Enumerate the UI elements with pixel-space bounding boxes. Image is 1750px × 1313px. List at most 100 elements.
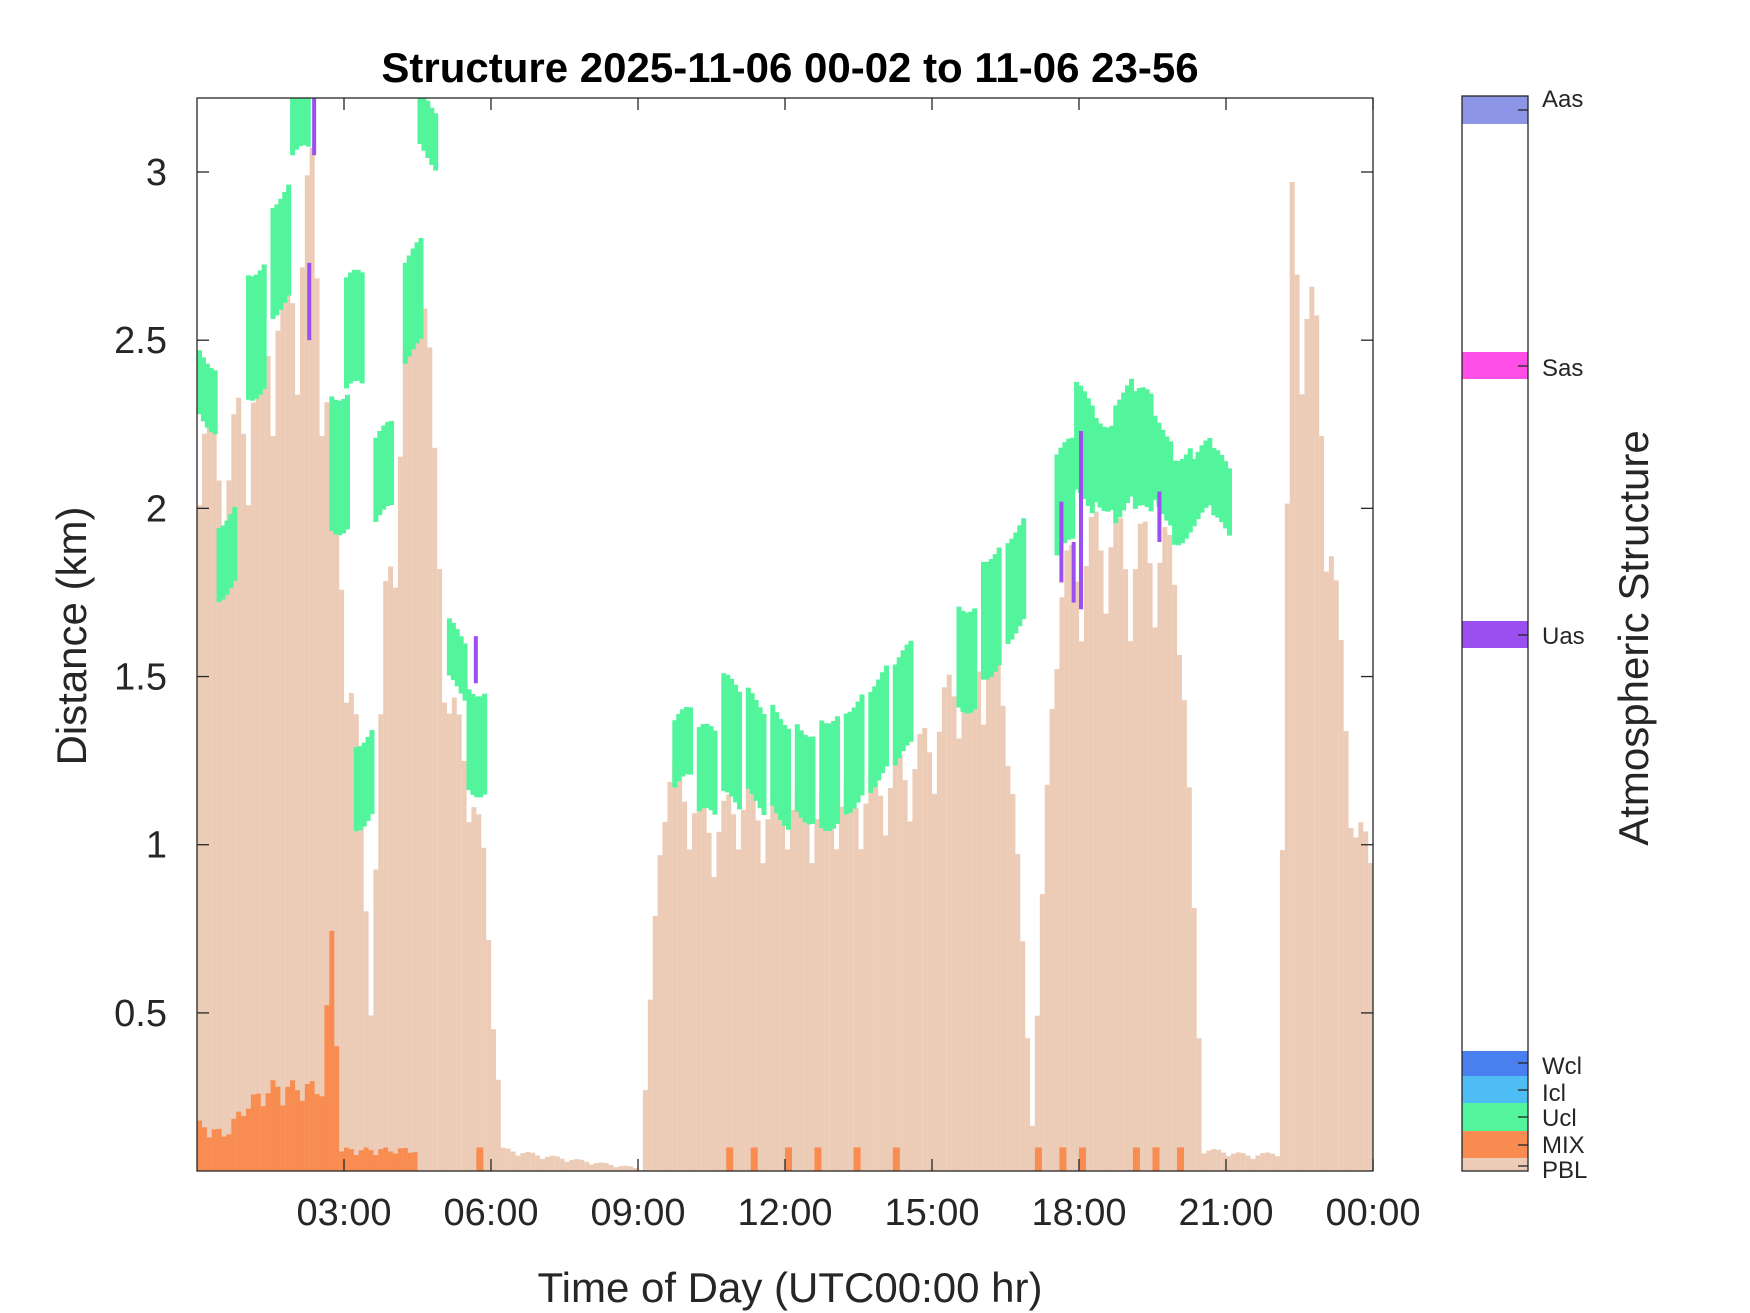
pbl-bar <box>647 999 653 1171</box>
colorbar-tick-label: Aas <box>1542 86 1583 113</box>
ucl-segment <box>462 643 468 701</box>
ucl-segment <box>1070 437 1076 539</box>
pbl-bar <box>819 790 825 1171</box>
pbl-bar <box>285 250 291 1171</box>
ucl-segment <box>344 277 349 389</box>
mix-bar <box>1177 1147 1184 1171</box>
pbl-bar <box>1093 511 1099 1171</box>
pbl-bar <box>1319 436 1325 1171</box>
pbl-bar <box>1353 837 1359 1171</box>
ucl-segment <box>1176 461 1182 546</box>
pbl-bar <box>451 697 457 1171</box>
ucl-segment <box>1152 415 1158 500</box>
pbl-bar <box>1309 286 1315 1172</box>
pbl-bar <box>726 794 732 1171</box>
ucl-segment <box>257 270 263 395</box>
pbl-bar <box>471 807 477 1171</box>
pbl-bar <box>221 574 227 1171</box>
pbl-bar <box>246 505 251 1172</box>
mix-bar <box>383 1147 389 1171</box>
pbl-bar <box>466 822 472 1171</box>
y-tick-label: 2 <box>146 488 167 530</box>
ucl-segment <box>851 707 857 809</box>
ucl-segment <box>301 98 307 146</box>
pbl-bar <box>843 780 849 1171</box>
pbl-bar <box>1177 654 1182 1171</box>
ucl-segment <box>956 606 962 708</box>
pbl-bar <box>368 1015 374 1171</box>
pbl-bar <box>755 820 761 1171</box>
pbl-bar <box>427 347 433 1171</box>
mix-bar <box>236 1111 242 1171</box>
ucl-segment <box>253 274 259 399</box>
pbl-bar <box>672 760 678 1171</box>
ucl-segment <box>1160 429 1166 515</box>
ucl-segment <box>377 431 383 516</box>
pbl-bar <box>1358 822 1364 1171</box>
pbl-bar <box>236 397 242 1171</box>
mix-bar <box>197 1120 202 1171</box>
ucl-segment <box>778 719 784 821</box>
pbl-bar <box>687 849 692 1171</box>
ucl-segment <box>1140 387 1146 506</box>
pbl-bar <box>1338 639 1344 1171</box>
ucl-segment <box>904 644 910 746</box>
ucl-segment <box>802 734 808 823</box>
colorbar-swatch-pbl <box>1462 1158 1528 1171</box>
pbl-bar <box>883 835 888 1171</box>
pbl-bar <box>951 696 957 1171</box>
mix-bar <box>206 1137 212 1171</box>
pbl-bar <box>461 761 467 1171</box>
ucl-segment <box>341 398 347 534</box>
ucl-segment <box>736 691 742 810</box>
ucl-series <box>197 98 1232 832</box>
pbl-bar <box>956 738 962 1171</box>
mix-bar <box>231 1118 237 1171</box>
y-tick-label: 0.5 <box>114 993 167 1035</box>
pbl-bar <box>1039 894 1045 1171</box>
pbl-bar <box>775 787 781 1171</box>
pbl-bar <box>1270 1153 1276 1171</box>
mix-bar <box>329 930 335 1171</box>
pbl-bar <box>574 1159 580 1171</box>
pbl-bar <box>618 1166 624 1171</box>
ucl-segment <box>1062 442 1068 544</box>
pbl-bar <box>1328 556 1334 1171</box>
pbl-series <box>197 147 1374 1172</box>
pbl-bar <box>691 813 697 1171</box>
pbl-bar <box>623 1165 629 1171</box>
mix-bar <box>211 1129 217 1171</box>
colorbar-tick-label: Uas <box>1542 623 1585 650</box>
mix-bar <box>348 1149 354 1171</box>
pbl-bar <box>1181 700 1187 1171</box>
ucl-segment <box>834 716 840 824</box>
pbl-bar <box>789 809 795 1171</box>
ucl-segment <box>704 723 710 808</box>
ucl-segment <box>1226 468 1232 536</box>
ucl-segment <box>1066 438 1072 540</box>
pbl-bar <box>515 1155 521 1171</box>
mix-bar <box>275 1086 281 1171</box>
pbl-bar <box>760 863 766 1171</box>
ucl-segment <box>1172 460 1178 545</box>
pbl-bar <box>1289 182 1295 1171</box>
mix-bar <box>1059 1147 1067 1171</box>
mix-bar <box>250 1094 256 1171</box>
ucl-segment <box>197 350 202 415</box>
pbl-bar <box>393 587 398 1171</box>
ucl-segment <box>1054 454 1060 556</box>
ucl-segment <box>992 554 998 672</box>
pbl-bar <box>589 1164 594 1171</box>
pbl-bar <box>324 402 330 1172</box>
pbl-bar <box>1083 566 1089 1171</box>
pbl-bar <box>990 650 996 1171</box>
pbl-bar <box>500 1147 506 1171</box>
ucl-segment <box>1136 387 1142 506</box>
axis-ticks: 03:00 06:00 09:00 12:00 15:00 18:00 21:00 00:00… <box>114 98 1421 1234</box>
uas-segment <box>1157 491 1162 542</box>
ucl-segment <box>855 701 861 803</box>
colorbar-tick-label: Ucl <box>1542 1105 1577 1132</box>
pbl-bar <box>1005 766 1011 1171</box>
